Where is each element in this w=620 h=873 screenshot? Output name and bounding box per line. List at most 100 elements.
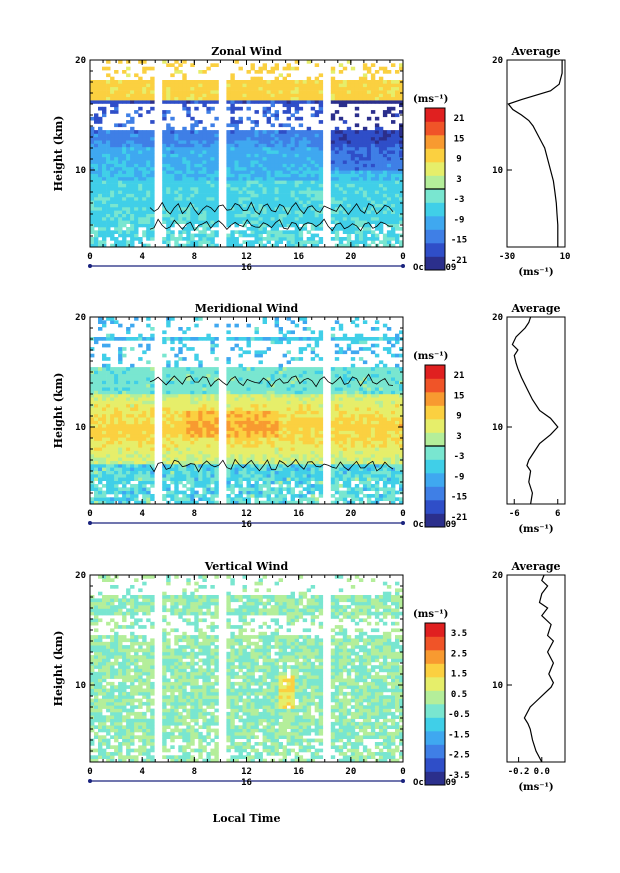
heatmap-cell: [294, 96, 300, 101]
heatmap-cell: [391, 227, 396, 231]
heatmap-cell: [102, 170, 107, 174]
heatmap-cell: [106, 393, 111, 398]
heatmap-cell: [178, 377, 183, 381]
heatmap-cell: [174, 150, 179, 154]
heatmap-cell: [90, 90, 95, 94]
heatmap-cell: [130, 210, 135, 214]
heatmap-cell: [274, 163, 279, 168]
heatmap-cell: [106, 206, 111, 211]
heatmap-cell: [102, 477, 107, 481]
heatmap-cell: [174, 90, 179, 94]
heatmap-cell: [194, 443, 199, 448]
heatmap-cell: [386, 140, 392, 144]
heatmap-cell: [278, 156, 283, 161]
heatmap-cell: [162, 437, 167, 441]
heatmap-cell: [122, 173, 127, 178]
contour-line: [149, 201, 394, 216]
heatmap-cell: [202, 397, 207, 401]
heatmap-cell: [130, 423, 135, 428]
heatmap-cell: [210, 83, 215, 88]
heatmap-cell: [174, 377, 179, 381]
heatmap-cell: [362, 126, 368, 131]
heatmap-cell: [230, 96, 235, 101]
heatmap-cell: [234, 190, 239, 194]
heatmap-cell: [214, 163, 219, 168]
heatmap-cell: [242, 93, 247, 98]
heatmap-cell: [118, 400, 123, 405]
heatmap-cell: [138, 176, 143, 181]
heatmap-cell: [198, 410, 203, 415]
heatmap-cell: [142, 397, 147, 401]
heatmap-cell: [98, 173, 103, 178]
heatmap-cell: [302, 140, 308, 144]
heatmap-cell: [170, 367, 175, 371]
heatmap-cell: [106, 390, 111, 395]
heatmap-cell: [174, 160, 179, 164]
heatmap-cell: [122, 490, 127, 495]
heatmap-cell: [102, 180, 107, 184]
heatmap-cell: [198, 370, 203, 375]
heatmap-cell: [94, 166, 99, 171]
heatmap-cell: [166, 460, 171, 465]
heatmap-cell: [118, 203, 123, 208]
heatmap-cell: [166, 410, 171, 415]
heatmap-cell: [118, 360, 123, 365]
heatmap-cell: [250, 190, 255, 194]
heatmap-cell: [342, 100, 348, 104]
heatmap-cell: [230, 400, 235, 405]
heatmap-cell: [266, 143, 271, 148]
heatmap-cell: [170, 63, 175, 67]
heatmap-cell: [310, 93, 316, 98]
heatmap-cell: [146, 100, 151, 104]
heatmap-cell: [246, 213, 251, 218]
heatmap-cell: [118, 380, 123, 385]
heatmap-cell: [362, 73, 368, 78]
heatmap-cell: [202, 400, 207, 405]
heatmap-cell: [226, 220, 231, 224]
heatmap-cell: [298, 133, 304, 138]
heatmap-cell: [110, 90, 115, 94]
heatmap-cell: [190, 196, 195, 201]
heatmap-cell: [214, 143, 219, 148]
heatmap-cell: [114, 96, 119, 101]
heatmap-cell: [122, 166, 127, 171]
heatmap-cell: [122, 390, 127, 395]
heatmap-cell: [346, 93, 352, 98]
heatmap-cell: [146, 370, 151, 375]
heatmap-cell: [174, 403, 179, 408]
heatmap-cell: [358, 220, 364, 224]
heatmap-cell: [250, 380, 255, 385]
heatmap-cell: [246, 100, 251, 104]
heatmap-cell: [110, 440, 115, 445]
heatmap-cell: [146, 237, 151, 241]
heatmap-cell: [226, 96, 231, 101]
heatmap-cell: [294, 210, 300, 214]
heatmap-cell: [310, 240, 316, 244]
heatmap-cell: [102, 387, 107, 391]
heatmap-cell: [122, 467, 127, 471]
heatmap-cell: [234, 213, 239, 218]
heatmap-cell: [178, 237, 183, 241]
heatmap-cell: [182, 330, 187, 335]
heatmap-cell: [346, 166, 352, 171]
heatmap-cell: [138, 393, 143, 398]
heatmap-cell: [114, 223, 119, 228]
heatmap-cell: [106, 136, 111, 141]
heatmap-cell: [182, 443, 187, 448]
heatmap-cell: [399, 86, 404, 91]
heatmap-cell: [306, 146, 312, 151]
heatmap-cell: [210, 240, 215, 244]
heatmap-cell: [278, 186, 283, 191]
heatmap-cell: [258, 373, 263, 378]
heatmap-cell: [214, 484, 219, 488]
heatmap-cell: [294, 206, 300, 211]
heatmap-cell: [214, 233, 219, 238]
heatmap-cell: [250, 227, 255, 231]
heatmap-cell: [282, 170, 287, 174]
heatmap-cell: [170, 186, 175, 191]
heatmap-cell: [254, 90, 259, 94]
heatmap-cell: [310, 130, 316, 134]
heatmap-cell: [198, 203, 203, 208]
heatmap-cell: [194, 100, 199, 104]
heatmap-cell: [114, 186, 119, 191]
